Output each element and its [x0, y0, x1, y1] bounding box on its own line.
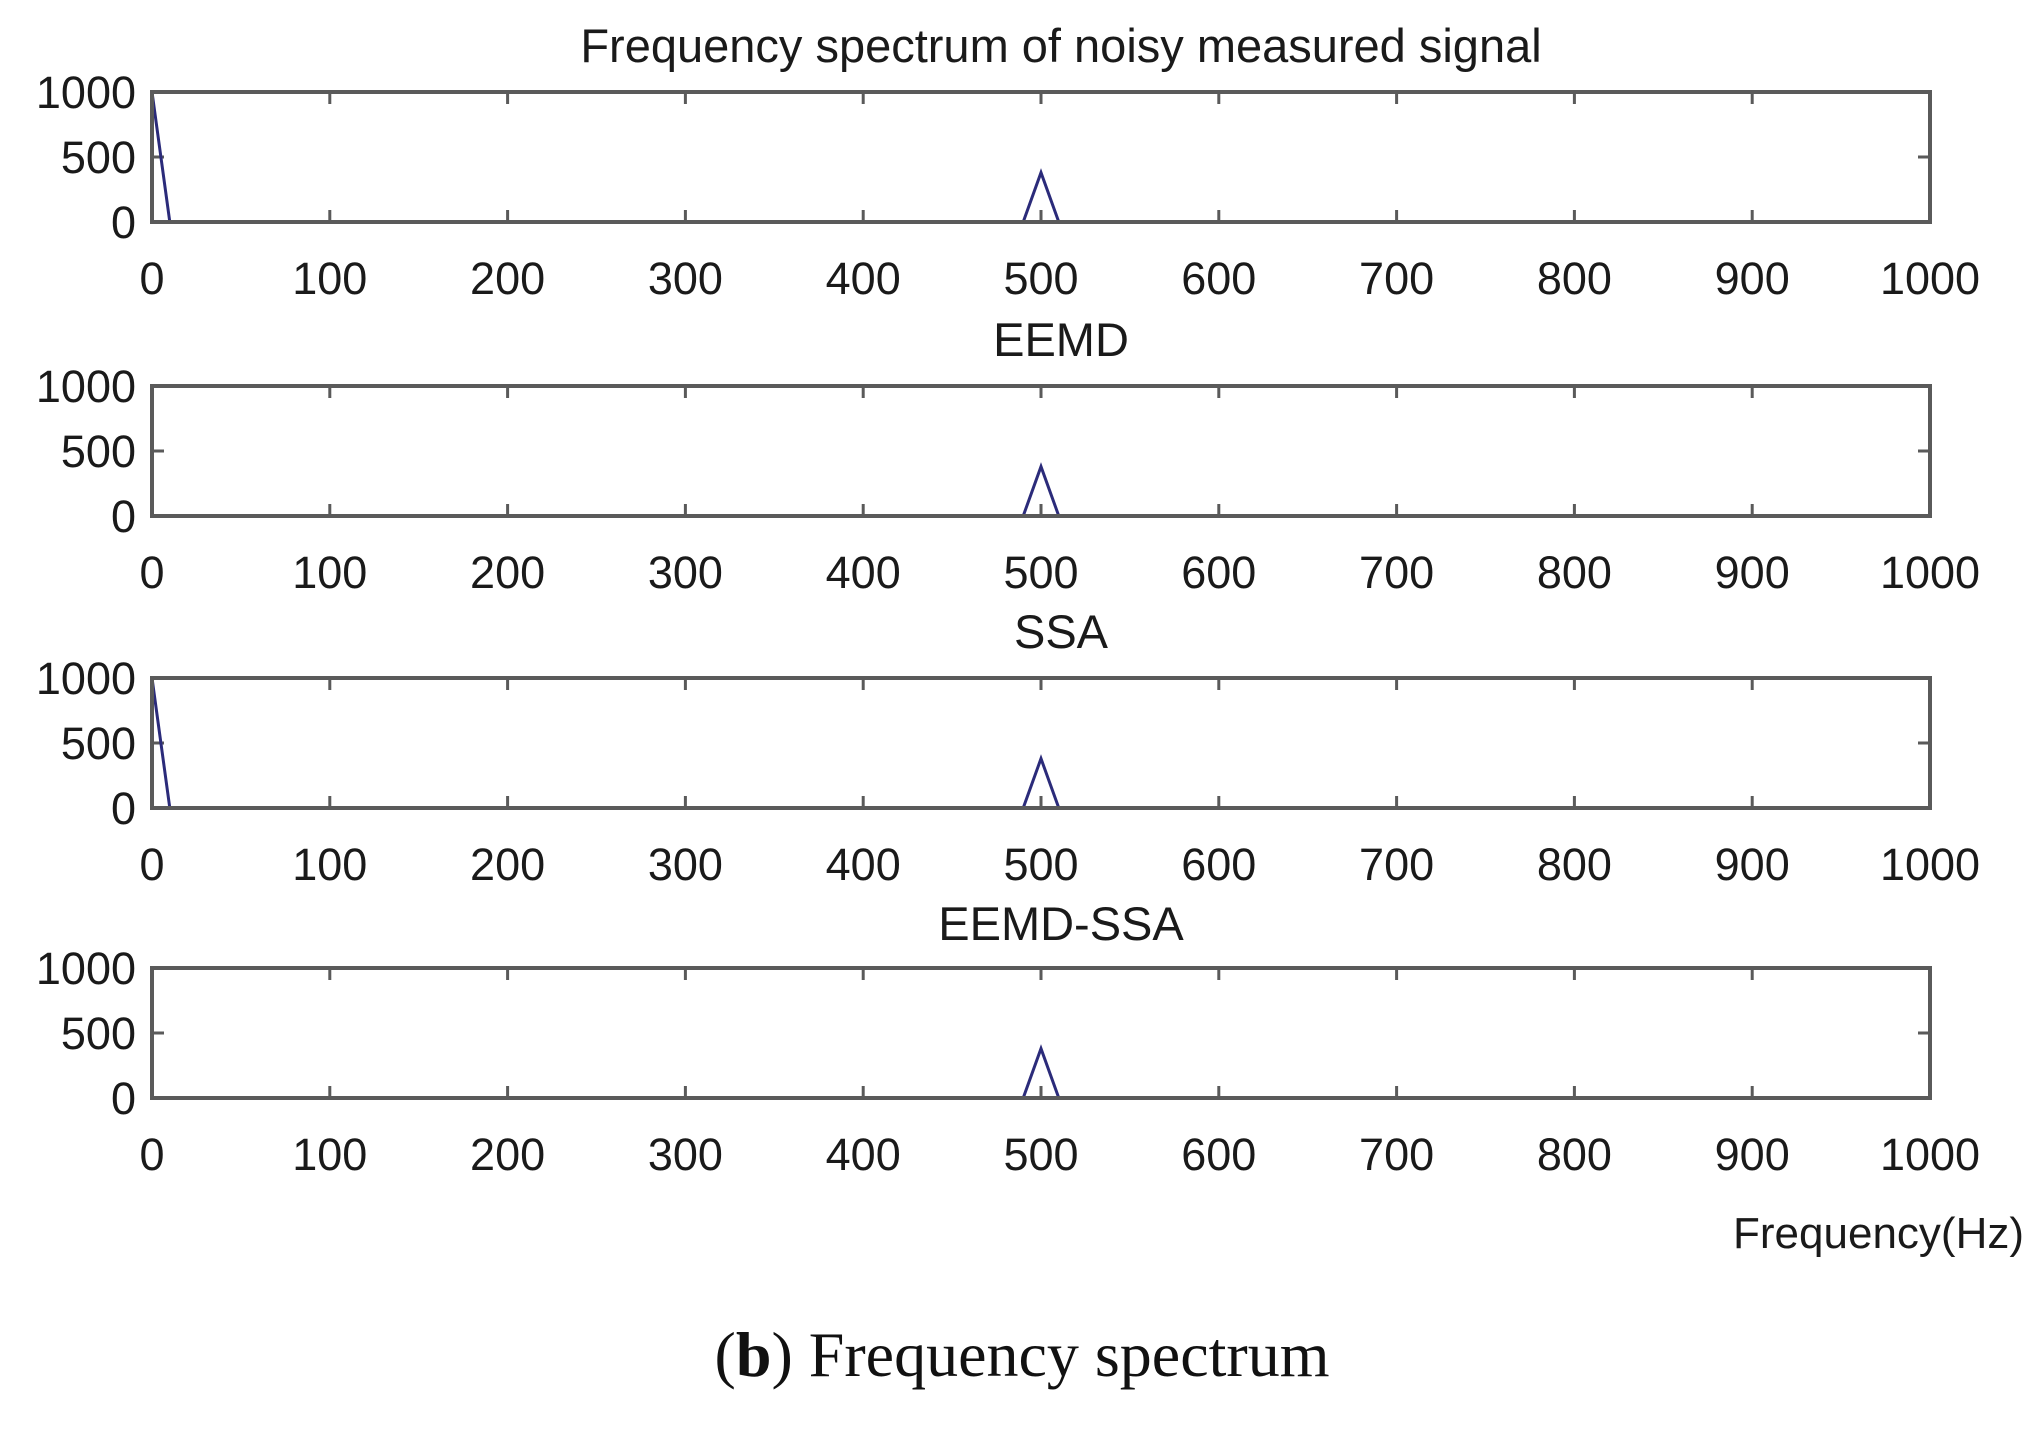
panel-3-xtick-label: 200 — [470, 839, 545, 890]
panel-3-xtick-label: 300 — [648, 839, 723, 890]
panel-4-xtick-label: 400 — [826, 1129, 901, 1180]
caption-open-paren: ( — [714, 1319, 736, 1390]
panel-3-title: SSA — [1014, 605, 1109, 658]
panel-1-ytick-label: 1000 — [36, 67, 136, 118]
panel-1-series-line — [150, 91, 1930, 224]
panel-2-ytick-label: 0 — [111, 491, 136, 542]
panel-1-title: Frequency spectrum of noisy measured sig… — [580, 19, 1541, 72]
panel-2-xtick-label: 700 — [1359, 547, 1434, 598]
panel-1-xtick-label: 300 — [648, 253, 723, 304]
panel-4-xtick-label: 0 — [139, 1129, 164, 1180]
panel-3-ytick-label: 1000 — [36, 653, 136, 704]
panel-2-ytick-label: 500 — [61, 426, 136, 477]
panel-4-ytick-label: 500 — [61, 1008, 136, 1059]
panel-1-xtick-label: 0 — [139, 253, 164, 304]
panel-1-xtick-label: 900 — [1715, 253, 1790, 304]
panel-3-xtick-label: 1000 — [1880, 839, 1980, 890]
panel-4-xtick-label: 900 — [1715, 1129, 1790, 1180]
panel-1-xtick-label: 600 — [1181, 253, 1256, 304]
caption-text: Frequency spectrum — [808, 1319, 1330, 1390]
panel-4-xtick-label: 200 — [470, 1129, 545, 1180]
panel-4-ytick-label: 1000 — [36, 943, 136, 994]
panel-4-xtick-label: 700 — [1359, 1129, 1434, 1180]
panel-2-xtick-label: 800 — [1537, 547, 1612, 598]
panel-4-xtick-label: 500 — [1003, 1129, 1078, 1180]
panel-4-ytick-label: 0 — [111, 1073, 136, 1124]
panel-1-xtick-label: 100 — [292, 253, 367, 304]
panel-3-xtick-label: 400 — [826, 839, 901, 890]
panel-2-xtick-label: 600 — [1181, 547, 1256, 598]
panel-2-title: EEMD — [993, 313, 1129, 366]
panel-3-ytick-label: 0 — [111, 783, 136, 834]
panel-4-xtick-label: 800 — [1537, 1129, 1612, 1180]
panel-3-xtick-label: 800 — [1537, 839, 1612, 890]
panel-2-xtick-label: 900 — [1715, 547, 1790, 598]
panel-3-xtick-label: 500 — [1003, 839, 1078, 890]
panel-2-xtick-label: 1000 — [1880, 547, 1980, 598]
panel-4-xtick-label: 1000 — [1880, 1129, 1980, 1180]
panel-4-xtick-label: 600 — [1181, 1129, 1256, 1180]
panel-4-axes-frame — [150, 966, 1932, 1100]
panel-1-xtick-label: 200 — [470, 253, 545, 304]
figure-caption: (b) Frequency spectrum — [0, 1318, 2044, 1392]
panel-2-xtick-label: 400 — [826, 547, 901, 598]
panel-3-axes-frame — [150, 676, 1932, 810]
panel-2-axes-frame — [150, 384, 1932, 518]
panel-1-ytick-label: 500 — [61, 132, 136, 183]
panel-1-xtick-label: 400 — [826, 253, 901, 304]
panel-1-xtick-label: 1000 — [1880, 253, 1980, 304]
panel-3-ytick-label: 500 — [61, 718, 136, 769]
panel-2-ytick-label: 1000 — [36, 361, 136, 412]
panel-2-xtick-label: 300 — [648, 547, 723, 598]
panel-1-ytick-label: 0 — [111, 197, 136, 248]
panel-2-xtick-label: 100 — [292, 547, 367, 598]
figure: Frequency spectrum of noisy measured sig… — [36, 19, 2024, 1258]
caption-close-paren: ) — [771, 1319, 809, 1390]
panel-3-xtick-label: 600 — [1181, 839, 1256, 890]
panel-1-xtick-label: 500 — [1003, 253, 1078, 304]
panel-3-series-line — [150, 677, 1930, 810]
panel-4-xlabel: Frequency(Hz) — [1733, 1209, 2024, 1258]
panel-2-xtick-label: 500 — [1003, 547, 1078, 598]
caption-label: b — [735, 1319, 772, 1390]
panel-3-xtick-label: 0 — [139, 839, 164, 890]
panel-3-xtick-label: 700 — [1359, 839, 1434, 890]
panel-3-xtick-label: 100 — [292, 839, 367, 890]
panel-1-xtick-label: 700 — [1359, 253, 1434, 304]
panel-1-axes-frame — [150, 90, 1932, 224]
panel-2-xtick-label: 200 — [470, 547, 545, 598]
panel-4-xtick-label: 100 — [292, 1129, 367, 1180]
panel-4-title: EEMD-SSA — [938, 897, 1184, 950]
panel-1-xtick-label: 800 — [1537, 253, 1612, 304]
panel-3-xtick-label: 900 — [1715, 839, 1790, 890]
panel-2-xtick-label: 0 — [139, 547, 164, 598]
panel-4-xtick-label: 300 — [648, 1129, 723, 1180]
